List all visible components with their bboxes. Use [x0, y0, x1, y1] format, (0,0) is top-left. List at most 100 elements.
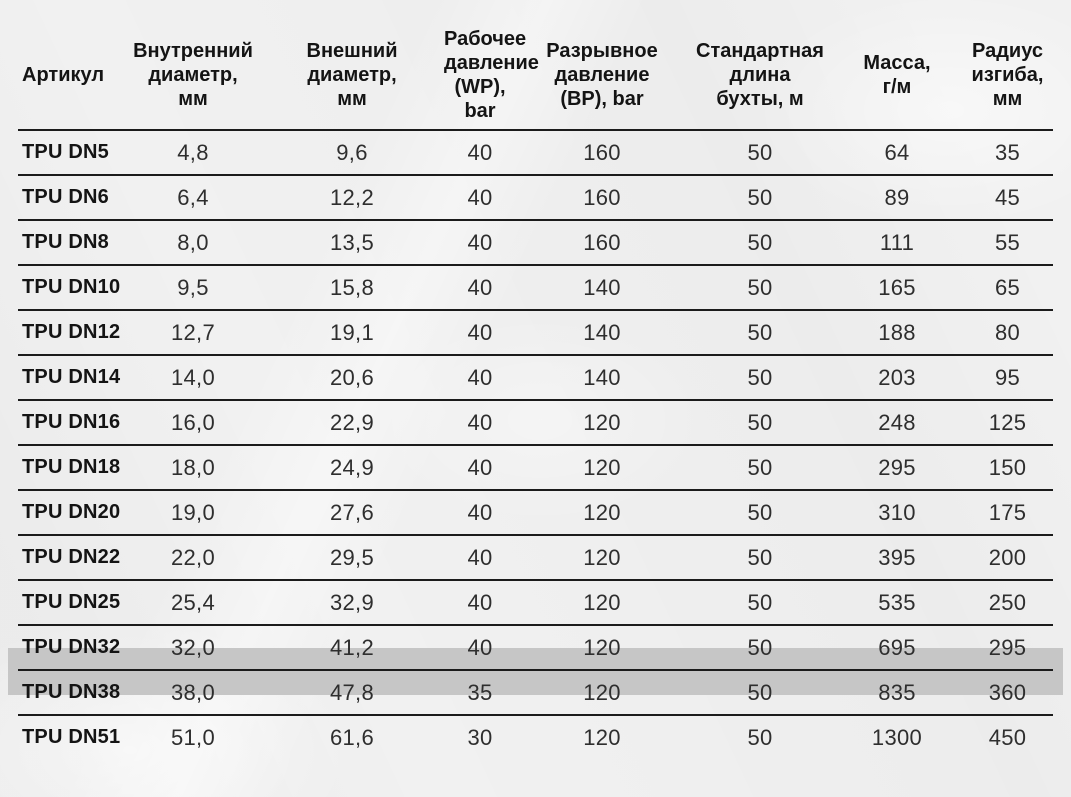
cell-working-pressure: 40 — [444, 354, 516, 399]
cell-outer-diameter: 29,5 — [260, 534, 444, 579]
cell-burst-pressure: 120 — [516, 534, 688, 579]
cell-burst-pressure: 120 — [516, 714, 688, 759]
table-header: Артикул Внутренний диаметр, мм Внешний д… — [18, 0, 1053, 129]
table-row: TPU DN14 14,0 20,6 40 140 50 203 95 — [18, 354, 1053, 399]
cell-outer-diameter: 47,8 — [260, 669, 444, 714]
cell-burst-pressure: 160 — [516, 129, 688, 174]
cell-coil-length: 50 — [688, 714, 832, 759]
cell-inner-diameter: 22,0 — [126, 534, 260, 579]
cell-working-pressure: 40 — [444, 579, 516, 624]
cell-burst-pressure: 120 — [516, 399, 688, 444]
cell-bend-radius: 45 — [962, 174, 1053, 219]
cell-mass: 188 — [832, 309, 962, 354]
cell-mass: 835 — [832, 669, 962, 714]
cell-coil-length: 50 — [688, 309, 832, 354]
cell-article: TPU DN20 — [18, 489, 126, 534]
cell-burst-pressure: 120 — [516, 444, 688, 489]
cell-mass: 695 — [832, 624, 962, 669]
table-row: TPU DN6 6,4 12,2 40 160 50 89 45 — [18, 174, 1053, 219]
cell-coil-length: 50 — [688, 129, 832, 174]
table-row: TPU DN18 18,0 24,9 40 120 50 295 150 — [18, 444, 1053, 489]
cell-outer-diameter: 61,6 — [260, 714, 444, 759]
cell-bend-radius: 450 — [962, 714, 1053, 759]
cell-working-pressure: 40 — [444, 309, 516, 354]
table-row: TPU DN38 38,0 47,8 35 120 50 835 360 — [18, 669, 1053, 714]
cell-outer-diameter: 15,8 — [260, 264, 444, 309]
cell-mass: 165 — [832, 264, 962, 309]
cell-outer-diameter: 20,6 — [260, 354, 444, 399]
cell-working-pressure: 40 — [444, 624, 516, 669]
cell-working-pressure: 35 — [444, 669, 516, 714]
table-row: TPU DN32 32,0 41,2 40 120 50 695 295 — [18, 624, 1053, 669]
cell-article: TPU DN32 — [18, 624, 126, 669]
cell-burst-pressure: 160 — [516, 219, 688, 264]
cell-working-pressure: 40 — [444, 534, 516, 579]
cell-working-pressure: 30 — [444, 714, 516, 759]
cell-inner-diameter: 25,4 — [126, 579, 260, 624]
table-row: TPU DN25 25,4 32,9 40 120 50 535 250 — [18, 579, 1053, 624]
cell-bend-radius: 55 — [962, 219, 1053, 264]
highlight-band — [8, 648, 1063, 695]
header-bend-radius: Радиус изгиба, мм — [971, 39, 1044, 110]
cell-working-pressure: 40 — [444, 174, 516, 219]
table-row: TPU DN8 8,0 13,5 40 160 50 111 55 — [18, 219, 1053, 264]
cell-article: TPU DN16 — [18, 399, 126, 444]
header-row: Артикул Внутренний диаметр, мм Внешний д… — [18, 0, 1053, 129]
cell-inner-diameter: 18,0 — [126, 444, 260, 489]
cell-bend-radius: 250 — [962, 579, 1053, 624]
header-article: Артикул — [22, 63, 105, 86]
cell-burst-pressure: 140 — [516, 309, 688, 354]
cell-inner-diameter: 6,4 — [126, 174, 260, 219]
cell-inner-diameter: 12,7 — [126, 309, 260, 354]
table-row: TPU DN16 16,0 22,9 40 120 50 248 125 — [18, 399, 1053, 444]
cell-coil-length: 50 — [688, 489, 832, 534]
cell-article: TPU DN6 — [18, 174, 126, 219]
cell-inner-diameter: 32,0 — [126, 624, 260, 669]
cell-bend-radius: 65 — [962, 264, 1053, 309]
header-working-pressure: Рабочее давление (WP), bar — [444, 27, 539, 122]
cell-bend-radius: 125 — [962, 399, 1053, 444]
table-body: TPU DN5 4,8 9,6 40 160 50 64 35 TPU DN6 … — [18, 129, 1053, 759]
cell-burst-pressure: 120 — [516, 579, 688, 624]
table-row: TPU DN20 19,0 27,6 40 120 50 310 175 — [18, 489, 1053, 534]
cell-outer-diameter: 9,6 — [260, 129, 444, 174]
cell-bend-radius: 95 — [962, 354, 1053, 399]
table-row: TPU DN10 9,5 15,8 40 140 50 165 65 — [18, 264, 1053, 309]
cell-burst-pressure: 120 — [516, 624, 688, 669]
cell-outer-diameter: 32,9 — [260, 579, 444, 624]
cell-inner-diameter: 38,0 — [126, 669, 260, 714]
cell-bend-radius: 150 — [962, 444, 1053, 489]
cell-inner-diameter: 14,0 — [126, 354, 260, 399]
cell-mass: 111 — [832, 219, 962, 264]
cell-burst-pressure: 120 — [516, 489, 688, 534]
header-outer-diameter: Внешний диаметр, мм — [306, 39, 398, 110]
cell-burst-pressure: 120 — [516, 669, 688, 714]
cell-coil-length: 50 — [688, 399, 832, 444]
cell-article: TPU DN14 — [18, 354, 126, 399]
cell-bend-radius: 295 — [962, 624, 1053, 669]
cell-article: TPU DN38 — [18, 669, 126, 714]
cell-article: TPU DN10 — [18, 264, 126, 309]
cell-mass: 535 — [832, 579, 962, 624]
cell-outer-diameter: 27,6 — [260, 489, 444, 534]
cell-article: TPU DN22 — [18, 534, 126, 579]
cell-outer-diameter: 13,5 — [260, 219, 444, 264]
cell-burst-pressure: 140 — [516, 264, 688, 309]
cell-bend-radius: 200 — [962, 534, 1053, 579]
cell-bend-radius: 175 — [962, 489, 1053, 534]
cell-article: TPU DN5 — [18, 129, 126, 174]
cell-mass: 89 — [832, 174, 962, 219]
cell-coil-length: 50 — [688, 579, 832, 624]
cell-coil-length: 50 — [688, 624, 832, 669]
cell-working-pressure: 40 — [444, 399, 516, 444]
header-burst-pressure: Разрывное давление (BP), bar — [546, 39, 658, 110]
cell-mass: 203 — [832, 354, 962, 399]
cell-article: TPU DN12 — [18, 309, 126, 354]
cell-inner-diameter: 19,0 — [126, 489, 260, 534]
cell-mass: 248 — [832, 399, 962, 444]
cell-bend-radius: 35 — [962, 129, 1053, 174]
cell-inner-diameter: 16,0 — [126, 399, 260, 444]
cell-coil-length: 50 — [688, 444, 832, 489]
table-row: TPU DN51 51,0 61,6 30 120 50 1300 450 — [18, 714, 1053, 759]
spec-table: Артикул Внутренний диаметр, мм Внешний д… — [18, 0, 1053, 759]
